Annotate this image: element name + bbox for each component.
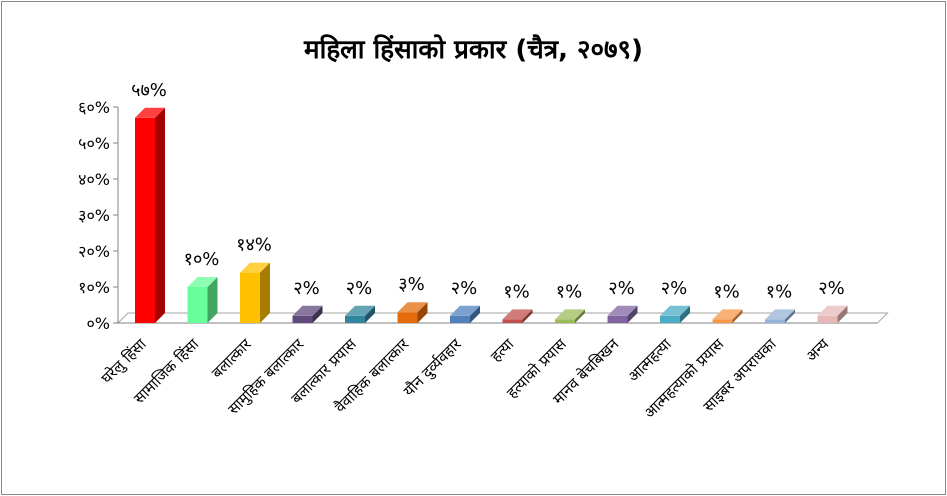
data-label: ५७% bbox=[131, 80, 167, 101]
bar-side bbox=[627, 305, 638, 323]
bar-side bbox=[785, 309, 795, 323]
bar-top bbox=[712, 309, 743, 320]
bar-front bbox=[712, 319, 733, 323]
bar-side bbox=[680, 305, 690, 323]
data-label: २% bbox=[293, 278, 319, 299]
bar bbox=[135, 107, 165, 323]
bar-top bbox=[502, 309, 533, 320]
bar bbox=[765, 309, 795, 323]
data-label: २% bbox=[818, 278, 844, 299]
bar-side bbox=[365, 305, 375, 323]
category-label: यौन दुर्व्यवहार bbox=[400, 334, 466, 400]
bar-front bbox=[765, 319, 785, 323]
data-label-group: ५७% १०% १४% २% २% ३% २% १% १% २% २% १% १% २% bbox=[131, 80, 845, 303]
bar bbox=[450, 305, 480, 323]
category-label: हत्या bbox=[487, 334, 518, 365]
data-label: २% bbox=[608, 278, 634, 299]
bar bbox=[712, 309, 743, 323]
bar bbox=[660, 305, 690, 323]
data-label: २% bbox=[661, 278, 687, 299]
data-label: १% bbox=[556, 281, 582, 302]
bar-side bbox=[417, 302, 428, 323]
bar bbox=[607, 305, 638, 323]
bar-top bbox=[135, 107, 165, 118]
y-tick-label: १०% bbox=[78, 278, 110, 297]
y-tick-label: ४०% bbox=[78, 170, 110, 189]
bar-top bbox=[555, 309, 585, 320]
bar bbox=[345, 305, 375, 323]
y-tick-label: ३०% bbox=[78, 206, 110, 225]
bar-front bbox=[555, 319, 575, 323]
bar-front bbox=[345, 315, 365, 323]
bar-top bbox=[240, 262, 270, 273]
x-axis-labels: घरेलु हिंसासामाजिक हिंसा बलात्कारसामुहिक … bbox=[98, 334, 833, 422]
bar bbox=[397, 302, 428, 323]
bar-front bbox=[660, 315, 680, 323]
bar-top bbox=[345, 305, 375, 316]
bar-side bbox=[470, 305, 480, 323]
bar bbox=[187, 277, 218, 323]
y-tick-label: ०% bbox=[86, 314, 110, 333]
bar-front bbox=[450, 315, 470, 323]
data-label: १% bbox=[713, 281, 739, 302]
data-label: १% bbox=[503, 281, 529, 302]
bar-side bbox=[575, 309, 585, 323]
bar-top bbox=[397, 302, 428, 313]
bar-side bbox=[207, 277, 218, 323]
bar-top bbox=[765, 309, 795, 320]
bar-top bbox=[450, 305, 480, 316]
chart-title: महिला हिंसाको प्रकार (चैत्र, २०७९) bbox=[304, 35, 643, 65]
data-label: १४% bbox=[236, 235, 272, 256]
bar-side bbox=[522, 309, 533, 323]
category-label: अन्य bbox=[802, 335, 832, 365]
bar-group bbox=[135, 107, 848, 323]
bar bbox=[502, 309, 533, 323]
data-label: २% bbox=[451, 278, 477, 299]
bar-top bbox=[292, 305, 323, 316]
data-label: १०% bbox=[184, 249, 220, 270]
bar-top bbox=[817, 305, 848, 316]
bar-side bbox=[260, 262, 270, 323]
bar-side bbox=[732, 309, 743, 323]
y-tick-label: ५०% bbox=[78, 134, 110, 153]
bar-front bbox=[397, 312, 418, 323]
bar-front bbox=[187, 287, 208, 323]
bar-front bbox=[502, 319, 523, 323]
bar-top bbox=[187, 277, 218, 287]
bar-top bbox=[607, 305, 638, 316]
bar bbox=[240, 262, 270, 323]
bar bbox=[817, 305, 848, 323]
bar-side bbox=[155, 107, 165, 323]
bar-top bbox=[660, 305, 690, 316]
data-label: २% bbox=[346, 278, 372, 299]
data-label: ३% bbox=[398, 274, 424, 295]
y-tick-label: ६०% bbox=[78, 98, 110, 117]
y-axis: ०% १०% २०% ३०% ४०% ५०% ६०% bbox=[78, 98, 119, 333]
bar-front bbox=[240, 272, 260, 323]
category-label: आत्महत्या bbox=[624, 334, 675, 385]
bar bbox=[555, 309, 585, 323]
bar-front bbox=[135, 117, 155, 323]
category-label: घरेलु हिंसा bbox=[98, 334, 152, 388]
bar-front bbox=[817, 315, 838, 323]
bar-side bbox=[312, 305, 323, 323]
bar-side bbox=[837, 305, 848, 323]
bar bbox=[292, 305, 323, 323]
bar-front bbox=[292, 315, 313, 323]
bar-front bbox=[607, 315, 628, 323]
y-tick-label: २०% bbox=[78, 242, 110, 261]
category-label: बलात्कार bbox=[208, 334, 255, 381]
data-label: १% bbox=[766, 281, 792, 302]
